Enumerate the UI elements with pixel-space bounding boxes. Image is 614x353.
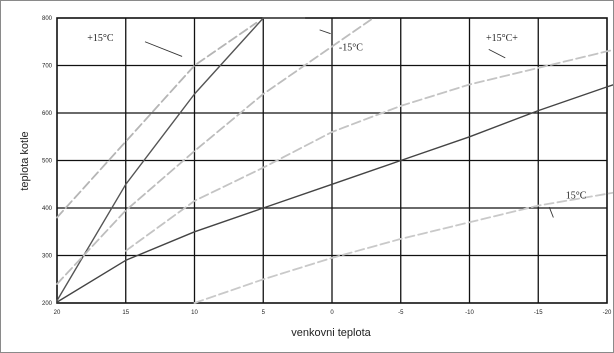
y-tick-label: 600 [42,111,53,117]
series-group [56,17,613,304]
annotation-label: -15°C [339,42,363,53]
y-tick-label: 700 [42,64,53,70]
series-line [56,17,375,285]
x-tick-label: 10 [191,310,198,316]
y-tick-label: 400 [42,206,53,212]
x-tick-label: 20 [54,310,61,316]
series-line [124,49,613,252]
y-tick-label: 800 [42,16,53,22]
x-tick-label: -20 [603,310,612,316]
annotations: +15°C -15°C +15°C+ 15°C [87,33,586,202]
annotation-leader [548,206,554,218]
annotation-leader [319,29,331,35]
tick-labels: 20151050-5-10-15-20-25200300400500600700… [42,16,612,316]
series-line [56,17,306,302]
series-line [193,191,613,304]
x-tick-label: 15 [122,310,129,316]
series-line [56,84,613,303]
y-tick-label: 500 [42,159,53,165]
leader-lines [144,29,554,218]
x-tick-label: -10 [465,310,474,316]
y-tick-label: 200 [42,301,53,307]
x-tick-label: 5 [262,310,266,316]
annotation-label: +15°C+ [486,33,518,44]
y-tick-label: 300 [42,254,53,260]
x-tick-label: -5 [398,310,404,316]
annotation-label: 15°C [566,191,587,202]
annotation-leader [488,48,506,59]
grid [56,17,608,304]
annotation-label: +15°C [87,33,114,44]
x-tick-label: -15 [534,310,543,316]
annotation-leader [144,41,183,57]
x-axis-title: venkovni teplota [291,327,371,339]
y-axis-title: teplota kotle [19,131,31,190]
x-tick-label: 0 [330,310,334,316]
series-line [56,21,258,219]
